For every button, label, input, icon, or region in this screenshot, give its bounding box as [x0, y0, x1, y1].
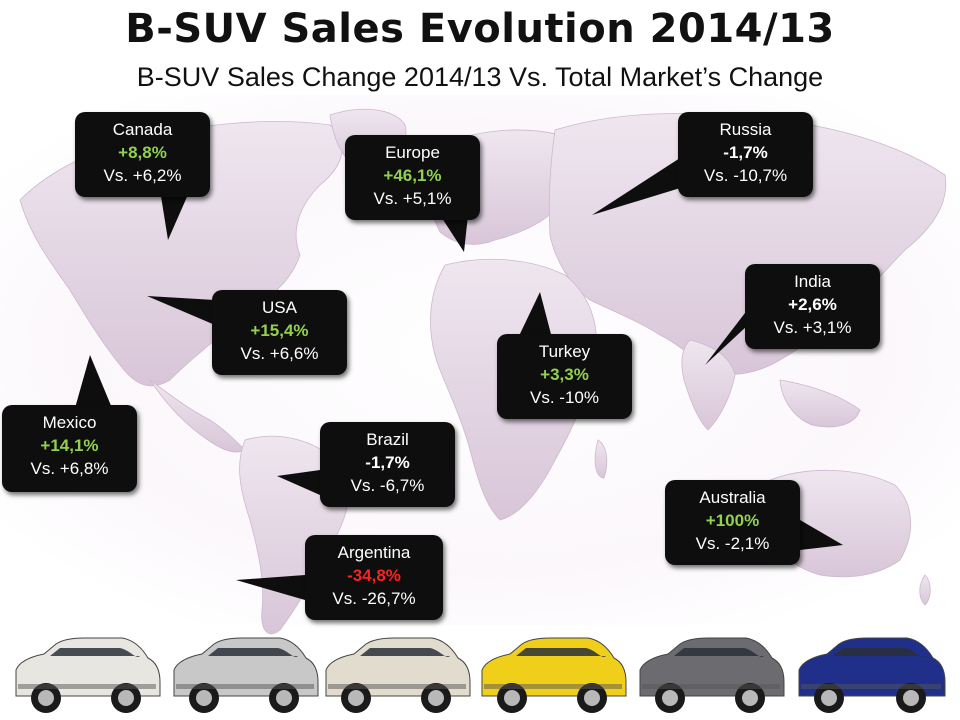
callout-australia: Australia +100% Vs. -2,1%	[665, 480, 800, 565]
region-name: Russia	[719, 120, 772, 139]
b-suv-change: -1,7%	[723, 143, 768, 162]
market-change: Vs. +3,1%	[773, 318, 852, 337]
callout-turkey: Turkey +3,3% Vs. -10%	[497, 334, 632, 419]
region-name: USA	[262, 298, 297, 317]
car-image-3	[325, 637, 471, 713]
canada-pointer	[160, 190, 190, 240]
region-name: India	[794, 272, 831, 291]
car-lineup	[15, 637, 946, 713]
region-name: Canada	[112, 120, 173, 139]
turkey-pointer	[518, 292, 552, 338]
region-name: Argentina	[337, 543, 411, 562]
market-change: Vs. -10,7%	[703, 166, 788, 185]
market-change: Vs. +5,1%	[373, 189, 452, 208]
region-name: Mexico	[42, 413, 97, 432]
russia-pointer	[592, 158, 690, 215]
b-suv-change: +100%	[705, 511, 760, 530]
car-image-4	[481, 637, 627, 713]
market-change: Vs. +6,8%	[30, 459, 109, 478]
australia-pointer	[800, 520, 843, 550]
mexico-pointer	[75, 355, 112, 408]
b-suv-change: +2,6%	[788, 295, 837, 314]
car-image-6	[798, 637, 946, 713]
b-suv-change: +46,1%	[383, 166, 442, 185]
b-suv-change: +8,8%	[118, 143, 167, 162]
region-name: Brazil	[366, 430, 409, 449]
b-suv-change: -34,8%	[347, 566, 401, 585]
market-change: Vs. +6,2%	[103, 166, 182, 185]
car-image-5	[639, 637, 785, 713]
page-subtitle: B-SUV Sales Change 2014/13 Vs. Total Mar…	[136, 62, 824, 92]
usa-pointer	[147, 296, 215, 325]
b-suv-change: +15,4%	[250, 321, 309, 340]
b-suv-change: +3,3%	[540, 365, 589, 384]
region-name: Turkey	[538, 342, 591, 361]
car-image-2	[173, 637, 319, 713]
brazil-pointer	[277, 470, 320, 495]
market-change: Vs. -2,1%	[695, 534, 770, 553]
europe-pointer	[440, 215, 468, 252]
callout-india: India +2,6% Vs. +3,1%	[745, 264, 880, 349]
market-change: Vs. -6,7%	[350, 476, 425, 495]
callout-europe: Europe +46,1% Vs. +5,1%	[345, 135, 480, 220]
car-image-1	[15, 637, 161, 713]
region-name: Europe	[385, 143, 440, 162]
b-suv-change: -1,7%	[365, 453, 410, 472]
new-zealand-shape	[919, 574, 931, 606]
india-shape	[681, 339, 736, 431]
callout-brazil: Brazil -1,7% Vs. -6,7%	[320, 422, 455, 507]
market-change: Vs. +6,6%	[240, 344, 319, 363]
b-suv-change: +14,1%	[40, 436, 99, 455]
region-name: Australia	[699, 488, 766, 507]
callout-mexico: Mexico +14,1% Vs. +6,8%	[2, 405, 137, 492]
argentina-pointer	[236, 575, 305, 600]
callout-argentina: Argentina -34,8% Vs. -26,7%	[305, 535, 443, 620]
market-change: Vs. -26,7%	[332, 589, 416, 608]
page-title: B-SUV Sales Evolution 2014/13	[125, 6, 835, 52]
callout-canada: Canada +8,8% Vs. +6,2%	[75, 112, 210, 197]
madagascar-shape	[594, 439, 608, 479]
se-asia-shape	[779, 379, 861, 428]
market-change: Vs. -10%	[530, 388, 599, 407]
callout-usa: USA +15,4% Vs. +6,6%	[212, 290, 347, 375]
callout-russia: Russia -1,7% Vs. -10,7%	[678, 112, 813, 197]
